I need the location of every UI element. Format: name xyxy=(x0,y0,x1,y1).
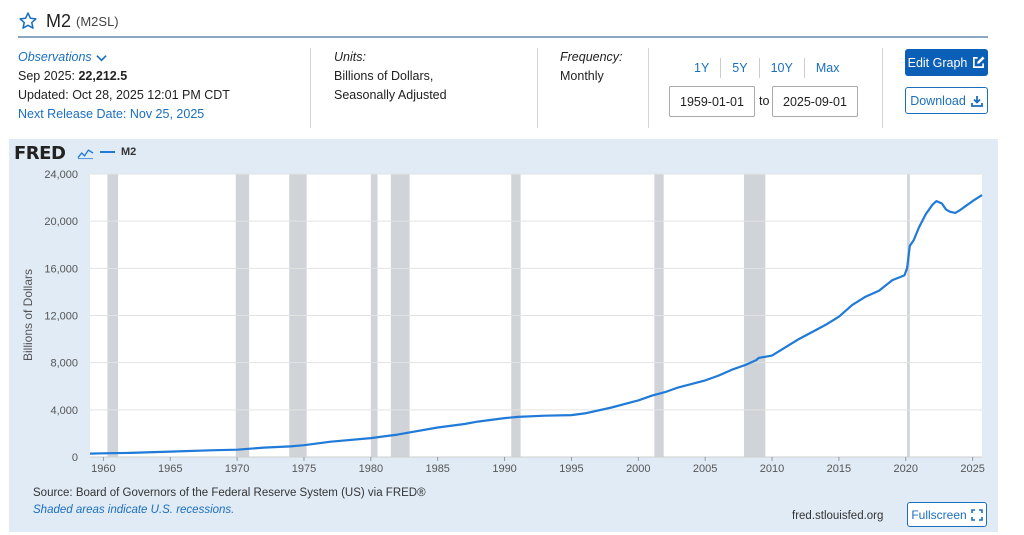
frequency-value: Monthly xyxy=(560,69,604,83)
divider xyxy=(537,48,538,128)
x-tick-label: 2025 xyxy=(960,463,984,475)
x-tick-label: 1965 xyxy=(158,463,182,475)
y-tick-label: 20,000 xyxy=(44,216,78,228)
next-release-link[interactable]: Next Release Date: Nov 25, 2025 xyxy=(18,107,205,121)
observations-label: Observations xyxy=(18,50,92,64)
fullscreen-icon xyxy=(970,508,983,521)
range-1y-button[interactable]: 1Y xyxy=(694,61,710,75)
legend-label: M2 xyxy=(121,146,137,158)
fred-logo: FRED xyxy=(14,143,66,164)
units-label: Units: xyxy=(334,50,366,64)
edit-graph-label: Edit Graph xyxy=(907,55,968,70)
y-tick-label: 16,000 xyxy=(44,263,78,275)
divider xyxy=(310,48,311,128)
fullscreen-button[interactable]: Fullscreen xyxy=(907,502,987,527)
divider xyxy=(648,48,649,128)
download-label: Download xyxy=(910,93,966,108)
divider xyxy=(758,58,760,78)
x-tick-label: 1970 xyxy=(225,463,249,475)
x-tick-label: 2000 xyxy=(626,463,650,475)
updated-text: Updated: Oct 28, 2025 12:01 PM CDT xyxy=(18,88,230,102)
x-tick-label: 1960 xyxy=(91,463,115,475)
sparkline-icon xyxy=(77,149,94,160)
title-divider xyxy=(18,36,988,38)
x-tick-label: 2010 xyxy=(760,463,784,475)
source-text: Source: Board of Governors of the Federa… xyxy=(33,487,426,499)
chevron-down-icon xyxy=(95,54,107,61)
x-tick-label: 2005 xyxy=(693,463,717,475)
divider xyxy=(803,58,805,78)
units-line-2: Seasonally Adjusted xyxy=(334,88,447,102)
latest-observation: Sep 2025: 22,212.5 xyxy=(18,67,230,86)
y-tick-label: 12,000 xyxy=(44,311,78,323)
edit-icon xyxy=(973,56,985,68)
title-row: M2 (M2SL) xyxy=(18,8,119,34)
series-title: M2 xyxy=(46,10,72,31)
y-tick-label: 8,000 xyxy=(50,358,78,370)
divider xyxy=(720,58,722,78)
x-tick-label: 1995 xyxy=(559,463,583,475)
y-axis-label: Billions of Dollars xyxy=(21,269,35,361)
date-to-label: to xyxy=(759,94,770,108)
observations-dropdown[interactable]: Observations xyxy=(18,48,107,67)
frequency-block: Frequency: Monthly xyxy=(560,48,623,86)
recession-note: Shaded areas indicate U.S. recessions. xyxy=(33,504,235,516)
units-line-1: Billions of Dollars, xyxy=(334,69,434,83)
divider xyxy=(882,48,883,128)
star-icon[interactable] xyxy=(18,11,38,31)
site-url: fred.stlouisfed.org xyxy=(792,510,884,522)
range-max-button[interactable]: Max xyxy=(815,61,840,75)
fullscreen-label: Fullscreen xyxy=(911,507,967,522)
x-tick-label: 2015 xyxy=(827,463,851,475)
series-id: (M2SL) xyxy=(76,13,119,29)
range-10y-button[interactable]: 10Y xyxy=(770,61,793,75)
units-block: Units: Billions of Dollars, Seasonally A… xyxy=(334,48,447,105)
x-tick-label: 2020 xyxy=(894,463,918,475)
x-tick-label: 1990 xyxy=(492,463,516,475)
frequency-label: Frequency: xyxy=(560,50,623,64)
x-tick-label: 1980 xyxy=(359,463,383,475)
x-tick-label: 1975 xyxy=(292,463,316,475)
series-line-m2 xyxy=(89,194,983,455)
y-tick-label: 24,000 xyxy=(44,169,78,181)
download-icon xyxy=(970,95,983,107)
legend-swatch xyxy=(100,151,115,153)
range-5y-button[interactable]: 5Y xyxy=(732,61,748,75)
start-date-input[interactable]: 1959-01-01 xyxy=(669,86,755,117)
observation-date: Sep 2025: xyxy=(18,69,75,83)
observations-block: Observations Sep 2025: 22,212.5 Updated:… xyxy=(18,48,230,124)
range-buttons: 1Y 5Y 10Y Max xyxy=(683,58,850,78)
download-button[interactable]: Download xyxy=(905,87,988,114)
x-tick-label: 1985 xyxy=(425,463,449,475)
chart-legend: M2 xyxy=(100,146,136,158)
edit-graph-button[interactable]: Edit Graph xyxy=(905,49,988,76)
y-tick-label: 4,000 xyxy=(50,405,78,417)
end-date-input[interactable]: 2025-09-01 xyxy=(772,86,858,117)
observation-value: 22,212.5 xyxy=(78,69,128,83)
y-tick-label: 0 xyxy=(72,452,78,464)
